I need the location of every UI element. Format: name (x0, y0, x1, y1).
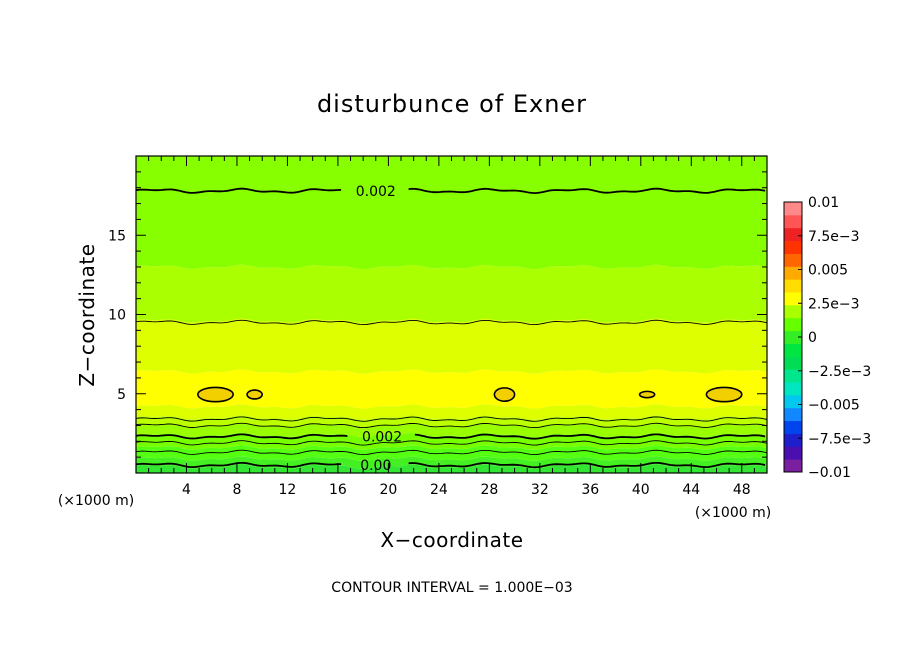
contour-band (136, 369, 767, 409)
x-tick-label: 32 (531, 482, 549, 498)
colorbar-swatch (784, 202, 802, 216)
x-tick-label: 48 (733, 482, 751, 498)
colorbar-swatch (784, 304, 802, 319)
colorbar-label: 0.005 (808, 263, 848, 279)
contour-line (135, 319, 768, 326)
colorbar-label: −7.5e−3 (808, 431, 871, 447)
contour-line (135, 462, 342, 469)
y-tick-label: 15 (108, 228, 126, 244)
x-tick-label: 8 (232, 482, 241, 498)
colorbar-swatch (784, 356, 802, 370)
closed-contour (638, 390, 656, 399)
contour-label: 0.002 (356, 184, 396, 200)
contour-band (136, 318, 767, 374)
contour-band (136, 415, 767, 428)
chart-title: disturbunce of Exner (317, 90, 587, 118)
contour-band (136, 432, 767, 450)
contour-line (135, 449, 768, 456)
contour-line (414, 433, 766, 440)
colorbar-swatch (784, 343, 802, 357)
plot-area: 0.00 0.002 0.002 (135, 155, 768, 474)
contour-band (136, 404, 767, 420)
contour-label: 0.00 (360, 458, 391, 474)
y-axis-ticks: 5 10 15 (108, 171, 767, 458)
x-tick-label: 16 (329, 482, 347, 498)
colorbar-label: 0 (808, 330, 817, 346)
x-axis-label: X−coordinate (380, 528, 523, 552)
closed-contour (493, 387, 516, 402)
contour-band (136, 423, 767, 438)
colorbar-label: 0.01 (808, 195, 839, 211)
colorbar-label: −0.005 (808, 398, 860, 414)
colorbar-swatch (784, 407, 802, 422)
colorbar: 0.01 7.5e−3 0.005 2.5e−3 0 −2.5e−3 −0.005 −7.5e… (783, 195, 871, 481)
colorbar-swatch (784, 317, 802, 332)
colorbar-swatch (784, 214, 802, 229)
contour-interval-note: CONTOUR INTERVAL = 1.000E−03 (331, 580, 572, 596)
contour-band (136, 456, 767, 469)
contour-line (408, 462, 766, 469)
x-axis-unit-right: (×1000 m) (695, 505, 771, 521)
contour-line (135, 422, 768, 429)
y-tick-label: 10 (108, 308, 126, 324)
colorbar-swatch (784, 369, 802, 383)
x-tick-label: 36 (581, 482, 599, 498)
contour-label: 0.002 (362, 430, 402, 446)
y-tick-label: 5 (117, 387, 126, 403)
closed-contour (705, 386, 743, 403)
colorbar-label: −2.5e−3 (808, 364, 871, 380)
colorbar-label: 7.5e−3 (808, 229, 860, 245)
x-tick-label: 40 (632, 482, 650, 498)
colorbar-swatch (784, 279, 802, 293)
x-tick-label: 20 (379, 482, 397, 498)
colorbar-swatch (784, 240, 802, 254)
colorbar-swatch (784, 433, 802, 447)
colorbar-swatch (784, 253, 802, 267)
y-axis-label: Z−coordinate (75, 243, 99, 386)
contour-band (136, 156, 767, 270)
contour-line (135, 416, 768, 422)
contour-line (135, 187, 342, 194)
colorbar-swatch (784, 459, 802, 473)
contour-line (135, 440, 768, 446)
closed-contour (246, 389, 263, 400)
contour-line (135, 433, 348, 440)
colorbar-label: 2.5e−3 (808, 296, 860, 312)
x-tick-label: 44 (682, 482, 700, 498)
x-tick-label: 24 (430, 482, 448, 498)
x-axis-unit-left: (×1000 m) (58, 493, 134, 509)
colorbar-swatch (784, 446, 802, 460)
colorbar-swatch (784, 330, 802, 344)
contour-line (408, 187, 766, 195)
colorbar-swatch (784, 227, 802, 242)
x-tick-label: 28 (480, 482, 498, 498)
colorbar-swatch (784, 266, 802, 280)
x-tick-label: 4 (182, 482, 191, 498)
colorbar-swatch (784, 292, 802, 306)
colorbar-swatch (784, 420, 802, 434)
colorbar-swatch (784, 394, 802, 409)
x-tick-label: 12 (279, 482, 297, 498)
colorbar-label: −0.01 (808, 465, 851, 481)
colorbar-swatch (784, 382, 802, 396)
x-axis-ticks: 4 8 12 16 20 24 28 32 36 40 44 48 (148, 156, 755, 498)
closed-contour (197, 386, 234, 403)
contour-band (136, 264, 767, 323)
